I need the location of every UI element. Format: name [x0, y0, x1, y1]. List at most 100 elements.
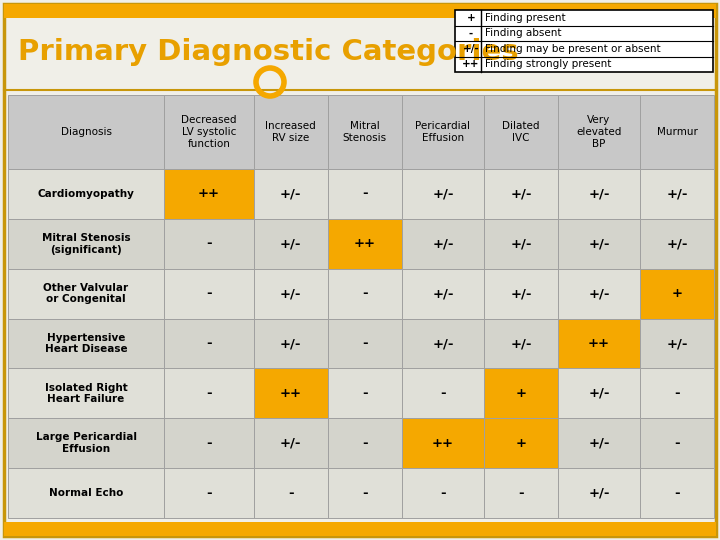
Bar	[253, 169, 328, 219]
Bar	[253, 319, 328, 368]
Text: Finding absent: Finding absent	[485, 28, 562, 38]
Text: -: -	[674, 487, 680, 500]
Text: Diagnosis: Diagnosis	[60, 127, 112, 137]
Text: Decreased
LV systolic
function: Decreased LV systolic function	[181, 116, 237, 148]
Bar	[4, 4, 716, 18]
Bar	[164, 269, 253, 319]
Text: ++: ++	[432, 437, 454, 450]
Bar	[640, 319, 714, 368]
Bar	[640, 368, 714, 418]
Bar	[8, 169, 164, 219]
Text: -: -	[206, 287, 212, 300]
Text: +/-: +/-	[280, 187, 302, 200]
Bar	[328, 219, 402, 269]
Bar	[640, 169, 714, 219]
Text: Hypertensive
Heart Disease: Hypertensive Heart Disease	[45, 333, 127, 354]
Text: +/-: +/-	[588, 287, 610, 300]
Bar	[640, 95, 714, 169]
Bar	[8, 95, 164, 169]
Text: ++: ++	[462, 59, 480, 69]
Text: Murmur: Murmur	[657, 127, 698, 137]
Bar	[402, 169, 484, 219]
Text: Very
elevated
BP: Very elevated BP	[576, 116, 621, 148]
Bar	[484, 319, 558, 368]
Bar	[328, 269, 402, 319]
Text: +/-: +/-	[588, 187, 610, 200]
Text: -: -	[206, 437, 212, 450]
Bar	[8, 468, 164, 518]
Bar	[164, 95, 253, 169]
Bar	[402, 468, 484, 518]
Bar	[484, 95, 558, 169]
Text: +/-: +/-	[666, 237, 688, 251]
Bar	[484, 269, 558, 319]
Text: Large Pericardial
Effusion: Large Pericardial Effusion	[35, 433, 137, 454]
Text: ++: ++	[280, 387, 302, 400]
Bar	[402, 269, 484, 319]
Bar	[402, 219, 484, 269]
Bar	[402, 95, 484, 169]
Bar	[640, 468, 714, 518]
Text: -: -	[362, 287, 368, 300]
Text: Dilated
IVC: Dilated IVC	[502, 121, 540, 143]
Bar	[8, 368, 164, 418]
Text: -: -	[206, 237, 212, 251]
Text: Pericardial
Effusion: Pericardial Effusion	[415, 121, 470, 143]
Text: -: -	[518, 487, 523, 500]
Bar	[253, 368, 328, 418]
Bar	[558, 269, 640, 319]
Bar	[558, 169, 640, 219]
Bar	[402, 319, 484, 368]
Bar	[253, 269, 328, 319]
Bar	[8, 269, 164, 319]
Text: Increased
RV size: Increased RV size	[266, 121, 316, 143]
Text: Normal Echo: Normal Echo	[49, 488, 123, 498]
Bar	[164, 468, 253, 518]
Text: +/-: +/-	[280, 287, 302, 300]
Text: -: -	[206, 337, 212, 350]
Bar	[8, 418, 164, 468]
Text: +/-: +/-	[588, 237, 610, 251]
Text: -: -	[362, 337, 368, 350]
Bar	[253, 468, 328, 518]
Bar	[484, 219, 558, 269]
Bar	[402, 418, 484, 468]
Bar	[328, 418, 402, 468]
Text: Isolated Right
Heart Failure: Isolated Right Heart Failure	[45, 382, 127, 404]
Bar	[328, 95, 402, 169]
Text: +: +	[516, 387, 526, 400]
Text: Finding may be present or absent: Finding may be present or absent	[485, 44, 661, 54]
Text: Mitral Stenosis
(significant): Mitral Stenosis (significant)	[42, 233, 130, 254]
Bar	[164, 169, 253, 219]
Text: +: +	[467, 13, 475, 23]
Bar	[164, 319, 253, 368]
Text: +/-: +/-	[463, 44, 480, 54]
Text: -: -	[674, 437, 680, 450]
Text: +/-: +/-	[588, 387, 610, 400]
Bar	[455, 10, 713, 72]
Text: ++: ++	[198, 187, 220, 200]
Bar	[328, 468, 402, 518]
Text: -: -	[469, 28, 473, 38]
Text: +/-: +/-	[666, 187, 688, 200]
Text: +/-: +/-	[666, 337, 688, 350]
Text: -: -	[440, 487, 446, 500]
Text: +/-: +/-	[510, 187, 531, 200]
Text: +/-: +/-	[588, 437, 610, 450]
Bar	[484, 418, 558, 468]
Text: +/-: +/-	[432, 237, 454, 251]
Bar	[558, 418, 640, 468]
Text: +/-: +/-	[280, 237, 302, 251]
Bar	[253, 219, 328, 269]
Bar	[4, 522, 716, 536]
Bar	[558, 319, 640, 368]
Text: +/-: +/-	[510, 287, 531, 300]
Text: -: -	[362, 387, 368, 400]
Text: -: -	[206, 387, 212, 400]
Text: Other Valvular
or Congenital: Other Valvular or Congenital	[43, 283, 129, 305]
Text: Mitral
Stenosis: Mitral Stenosis	[343, 121, 387, 143]
Bar	[402, 368, 484, 418]
Bar	[253, 95, 328, 169]
Bar	[8, 319, 164, 368]
Text: -: -	[674, 387, 680, 400]
